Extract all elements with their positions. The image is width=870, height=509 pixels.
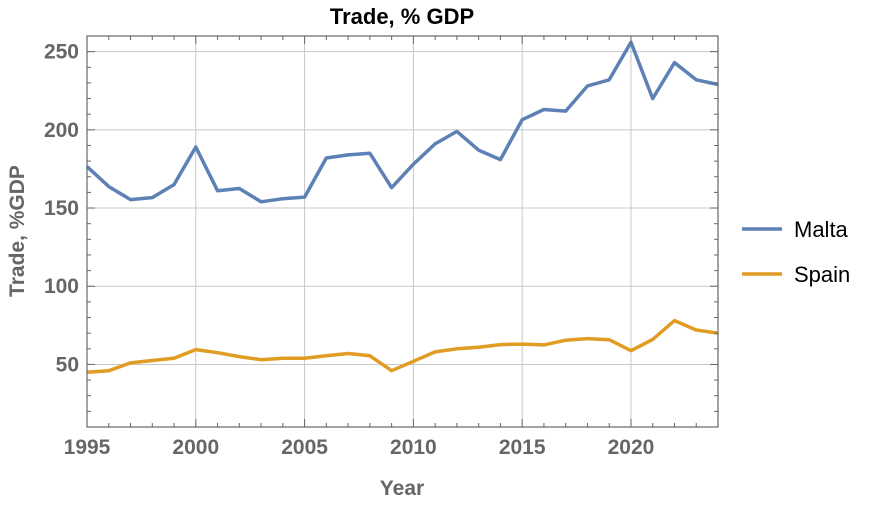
x-tick-label: 2015 bbox=[499, 436, 546, 459]
plot-frame bbox=[86, 35, 719, 428]
x-tick-label: 2005 bbox=[281, 436, 328, 459]
x-tick-label: 2000 bbox=[172, 436, 219, 459]
y-tick-label: 150 bbox=[44, 197, 79, 220]
x-tick-label: 2020 bbox=[608, 436, 655, 459]
series-line-malta bbox=[85, 40, 719, 204]
y-tick-label: 100 bbox=[44, 275, 79, 298]
chart-title: Trade, % GDP bbox=[330, 4, 474, 29]
y-tick-label: 50 bbox=[56, 353, 79, 376]
legend-label-spain: Spain bbox=[794, 262, 850, 287]
series-line-spain bbox=[86, 318, 719, 375]
y-tick-label: 200 bbox=[44, 119, 79, 142]
x-axis-label: Year bbox=[380, 477, 424, 500]
y-axis-label: Trade, %GDP bbox=[6, 165, 29, 297]
y-tick-label: 250 bbox=[44, 41, 79, 64]
x-tick-label: 2010 bbox=[390, 436, 437, 459]
legend-label-malta: Malta bbox=[794, 217, 849, 242]
x-tick-label: 1995 bbox=[64, 436, 111, 459]
